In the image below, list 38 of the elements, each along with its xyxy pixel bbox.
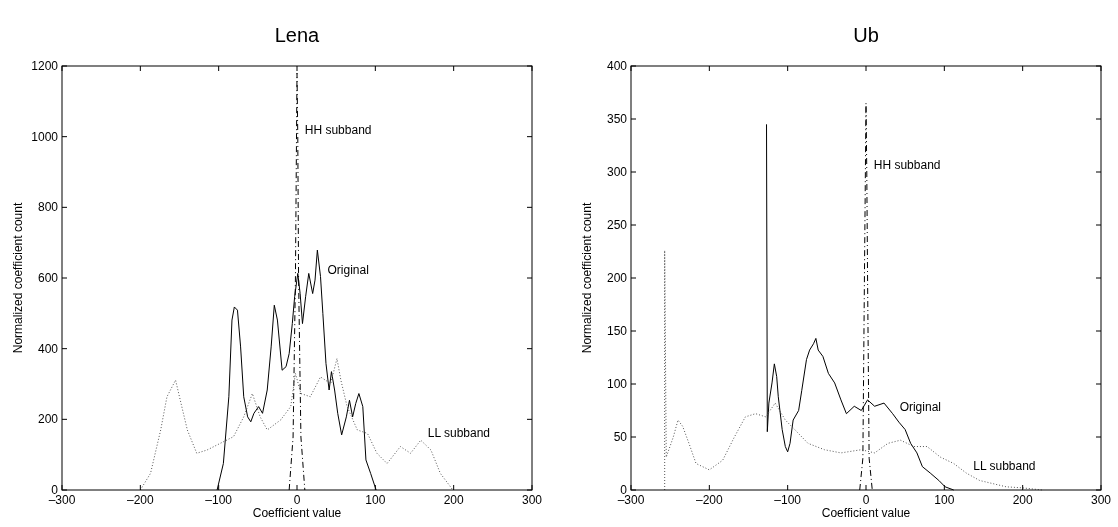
y-axis-title: Normalized coefficient count — [580, 202, 594, 354]
x-tick-label: –100 — [205, 493, 233, 507]
y-tick-label: 200 — [606, 271, 628, 285]
x-tick-label: 300 — [1090, 493, 1112, 507]
y-tick-label: 600 — [37, 271, 59, 285]
y-tick-label: 1000 — [31, 129, 59, 144]
x-axis-title: Coefficient value — [821, 506, 911, 520]
annotation: Original — [327, 262, 369, 277]
chart-title: Ub — [853, 24, 879, 46]
y-tick-label: 150 — [606, 324, 628, 338]
y-tick-label: 100 — [606, 377, 628, 391]
x-tick-label: –100 — [774, 493, 802, 507]
annotation: LL subband — [427, 426, 491, 441]
y-axis-title: Normalized coefficient count — [11, 202, 25, 354]
x-tick-label: –200 — [695, 493, 723, 507]
y-tick-label: 400 — [606, 59, 628, 73]
y-tick-label: 400 — [37, 341, 59, 356]
x-tick-label: 200 — [1012, 493, 1033, 507]
annotation: LL subband — [973, 459, 1036, 474]
annotation: HH subband — [304, 122, 372, 137]
x-tick-label: 0 — [862, 493, 870, 507]
x-tick-label: 100 — [365, 493, 386, 507]
y-tick-label: 50 — [613, 430, 628, 444]
x-tick-label: –200 — [126, 493, 154, 507]
y-tick-label: 250 — [606, 218, 628, 232]
x-tick-label: 0 — [293, 493, 301, 507]
annotation: HH subband — [873, 158, 941, 172]
y-tick-label: 1200 — [31, 59, 59, 73]
x-tick-label: 100 — [934, 493, 955, 507]
x-tick-label: 200 — [443, 493, 464, 507]
y-tick-label: 200 — [37, 412, 59, 427]
x-tick-label: 300 — [521, 493, 543, 507]
y-tick-label: 300 — [606, 165, 628, 179]
y-tick-label: 800 — [37, 200, 59, 215]
chart-title: Lena — [274, 24, 321, 46]
y-tick-label: 350 — [606, 112, 628, 126]
x-axis-title: Coefficient value — [252, 506, 342, 520]
annotation: Original — [899, 399, 941, 414]
